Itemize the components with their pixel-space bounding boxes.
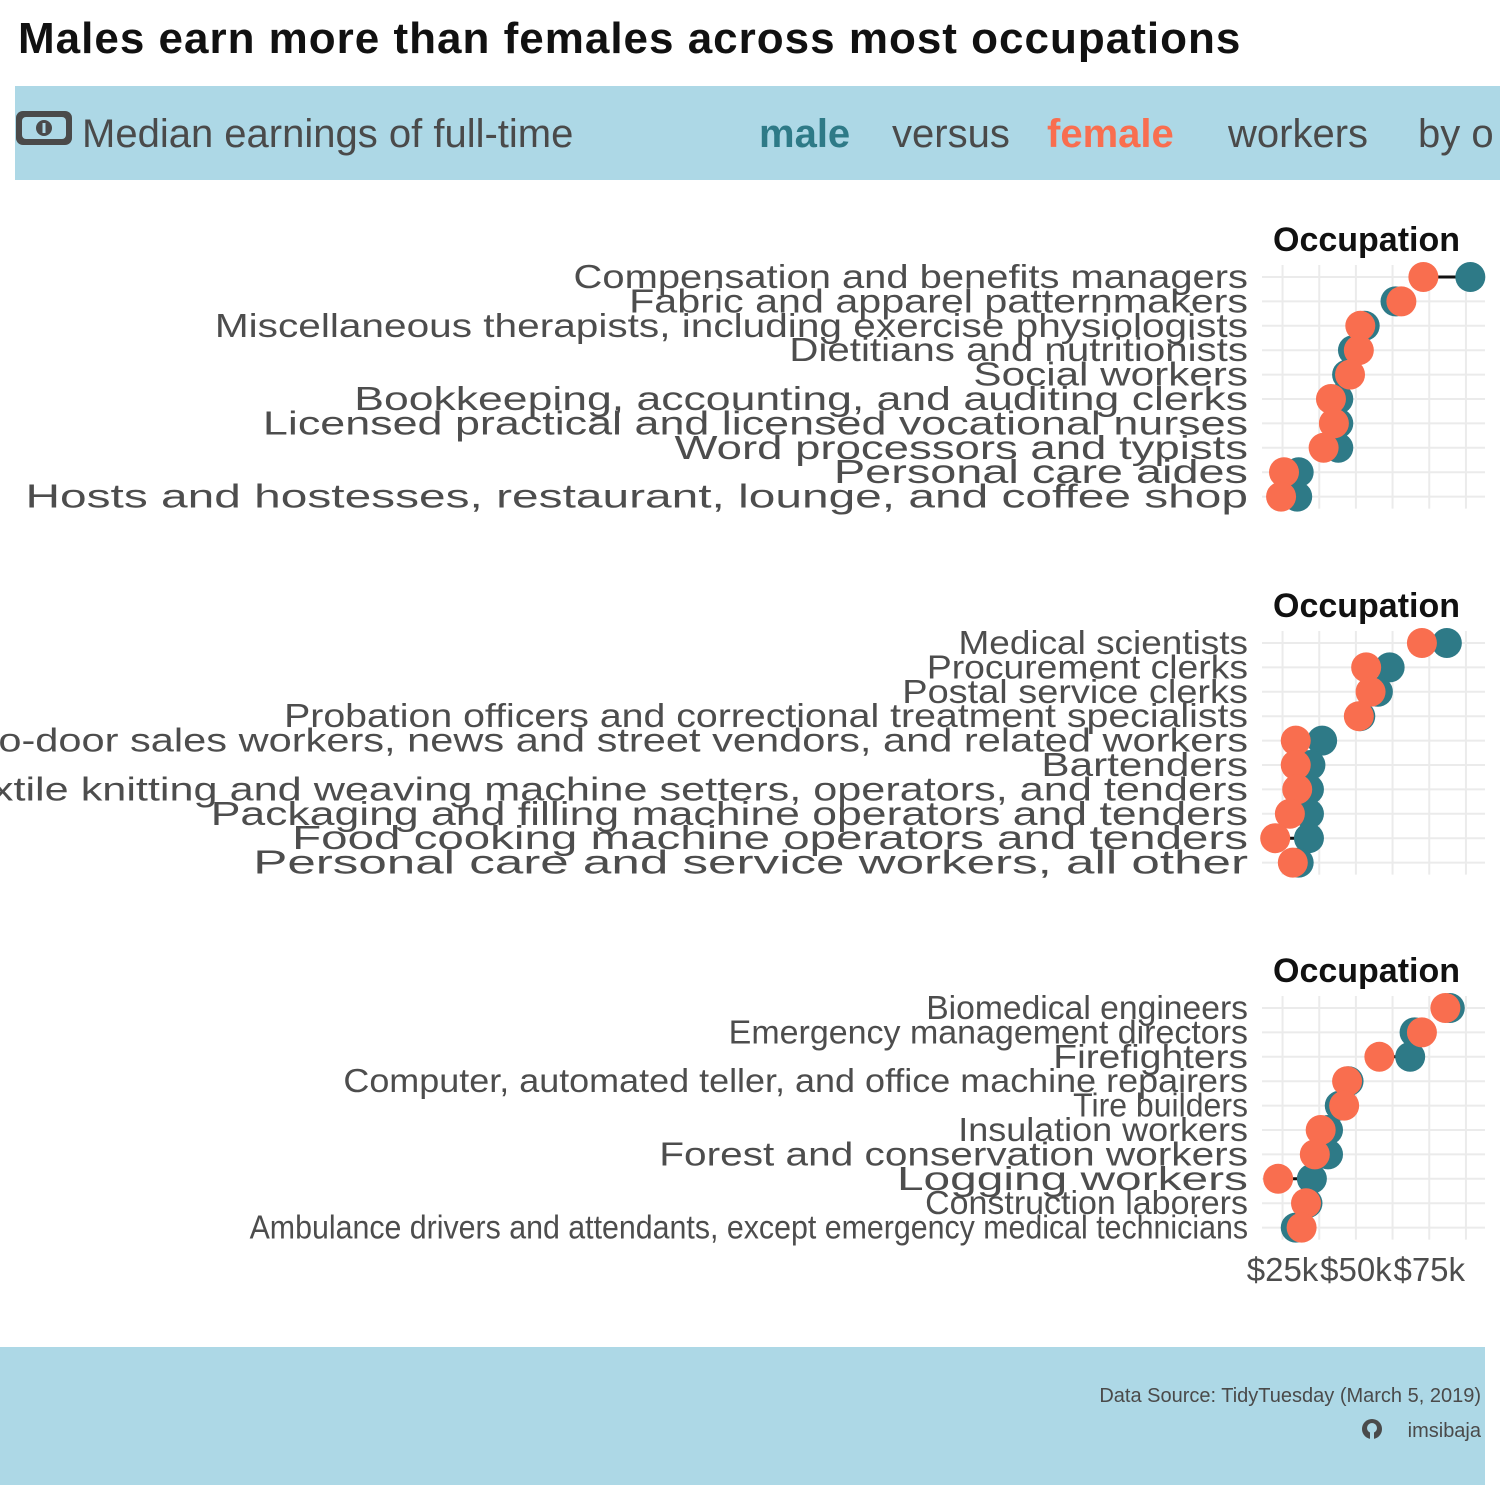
- panel-title: Occupation: [1273, 221, 1460, 259]
- category-label: Hosts and hostesses, restaurant, lounge,…: [25, 478, 1248, 515]
- panel-2: Occupation Medical scientistsProcurement …: [0, 587, 1485, 881]
- male-point: [1455, 262, 1486, 292]
- female-point: [1351, 652, 1382, 683]
- female-point: [1280, 725, 1311, 756]
- male-point: [1395, 1041, 1426, 1072]
- category-label: Bookkeeping, accounting, and auditing cl…: [354, 381, 1248, 417]
- subtitle-suffix: workers: [1227, 112, 1368, 156]
- female-point: [1386, 286, 1417, 317]
- female-point: [1315, 384, 1346, 414]
- category-label: Construction laborers: [925, 1186, 1248, 1222]
- female-point: [1266, 481, 1297, 512]
- category-label: Food cooking machine operators and tende…: [292, 819, 1248, 856]
- category-label: Probation officers and correctional trea…: [284, 697, 1248, 734]
- female-point: [1406, 628, 1437, 658]
- category-label: Biomedical engineers: [926, 990, 1248, 1027]
- female-point: [1305, 1115, 1336, 1145]
- x-tick-label: $50k: [1320, 1251, 1392, 1288]
- female-point: [1343, 701, 1374, 732]
- category-label: Personal care aides: [834, 453, 1248, 490]
- female-point: [1291, 1188, 1322, 1219]
- category-label: Tire builders: [1073, 1087, 1248, 1124]
- female-point: [1260, 823, 1291, 854]
- category-label: Packaging and filling machine operators …: [211, 796, 1248, 832]
- category-label: Medical scientists: [959, 625, 1248, 662]
- category-label: Fabric and apparel patternmakers: [629, 282, 1248, 319]
- chart-title: Males earn more than females across most…: [18, 14, 1241, 63]
- category-label: Textile knitting and weaving machine set…: [0, 771, 1248, 808]
- panel-1: Occupation Compensation and benefits mana…: [25, 221, 1486, 515]
- category-label: Computer, automated teller, and office m…: [343, 1064, 1248, 1100]
- subtitle-band: [15, 86, 1500, 180]
- subtitle-tail: by o: [1418, 112, 1494, 156]
- category-label: Procurement clerks: [927, 649, 1248, 686]
- female-point: [1282, 774, 1313, 805]
- category-label: Door-to-door sales workers, news and str…: [0, 722, 1248, 759]
- money-bill-icon: [16, 111, 72, 145]
- subtitle-middle: versus: [892, 112, 1010, 156]
- category-label: Social workers: [973, 357, 1248, 394]
- panel-title: Occupation: [1273, 952, 1460, 990]
- x-axis: $25k $50k $75k: [1247, 1251, 1466, 1288]
- female-point: [1332, 1066, 1363, 1097]
- category-label: Insulation workers: [958, 1112, 1248, 1148]
- female-point: [1343, 335, 1374, 366]
- panel-3: Occupation Biomedical engineersEmergency …: [250, 952, 1485, 1246]
- category-label: Bartenders: [1041, 747, 1248, 784]
- male-point: [1431, 628, 1462, 658]
- category-label: Postal service clerks: [902, 673, 1248, 710]
- category-label: Firefighters: [1053, 1038, 1248, 1075]
- male-point: [1307, 725, 1338, 756]
- female-point: [1406, 1017, 1437, 1048]
- caption-source: Data Source: TidyTuesday (March 5, 2019): [1099, 1385, 1481, 1407]
- category-label: Forest and conservation workers: [659, 1136, 1248, 1173]
- female-point: [1274, 798, 1305, 829]
- chart-panels: Occupation Compensation and benefits mana…: [0, 221, 1486, 1246]
- male-point: [1296, 1163, 1327, 1194]
- female-point: [1286, 1212, 1317, 1243]
- subtitle-prefix: Median earnings of full-time: [82, 112, 573, 156]
- female-point: [1335, 359, 1366, 390]
- female-point: [1299, 1139, 1330, 1170]
- female-point: [1345, 310, 1376, 341]
- female-point: [1280, 750, 1311, 780]
- subtitle-female: female: [1047, 112, 1174, 156]
- male-point: [1374, 652, 1405, 683]
- female-point: [1408, 262, 1439, 292]
- subtitle-male: male: [759, 112, 850, 156]
- male-point: [1293, 823, 1324, 854]
- category-label: Emergency management directors: [729, 1015, 1248, 1051]
- female-point: [1269, 457, 1300, 488]
- category-label: Ambulance drivers and attendants, except…: [250, 1208, 1248, 1245]
- female-point: [1308, 432, 1339, 463]
- category-label: Miscellaneous therapists, including exer…: [215, 307, 1248, 344]
- category-label: Dietitians and nutritionists: [789, 332, 1248, 369]
- category-label: Logging workers: [897, 1160, 1248, 1197]
- category-label: Licensed practical and licensed vocation…: [263, 405, 1248, 442]
- female-point: [1263, 1163, 1294, 1194]
- github-icon: [1362, 1419, 1382, 1439]
- chart-subtitle: Median earnings of full-time male versus…: [82, 112, 1494, 156]
- caption-handle: imsibaja: [1408, 1420, 1482, 1442]
- x-tick-label: $75k: [1393, 1251, 1465, 1288]
- female-point: [1318, 408, 1349, 439]
- female-point: [1364, 1041, 1395, 1072]
- female-point: [1329, 1090, 1360, 1121]
- female-point: [1430, 993, 1461, 1023]
- category-label: Personal care and service workers, all o…: [253, 844, 1248, 881]
- x-tick-label: $25k: [1247, 1251, 1319, 1288]
- category-label: Compensation and benefits managers: [574, 258, 1248, 295]
- female-point: [1277, 847, 1308, 878]
- female-point: [1355, 676, 1386, 707]
- category-label: Word processors and typists: [675, 430, 1248, 467]
- panel-title: Occupation: [1273, 587, 1460, 625]
- caption-band: [0, 1347, 1485, 1485]
